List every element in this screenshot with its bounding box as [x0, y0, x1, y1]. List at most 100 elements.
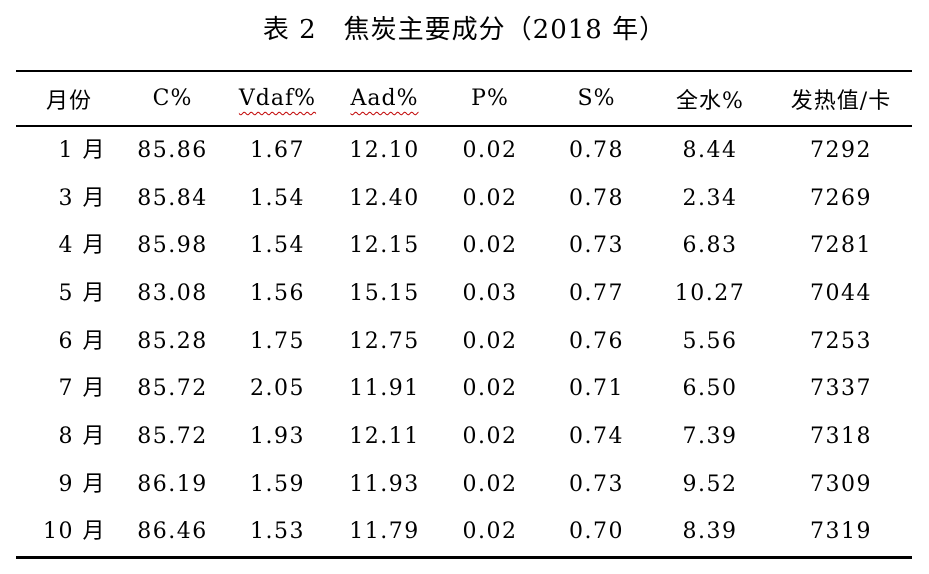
column-header-label: P% — [471, 86, 509, 111]
table-row: 1 月 85.86 1.67 12.10 0.02 0.78 8.44 7292 — [16, 126, 912, 175]
value-cell: 12.75 — [349, 328, 420, 354]
value-cell: 85.28 — [137, 328, 208, 354]
value-cell: 1.59 — [250, 471, 305, 497]
table-title: 表 2 焦炭主要成分（2018 年） — [262, 15, 667, 45]
column-header: 全水% — [650, 71, 770, 126]
column-header: S% — [543, 71, 650, 126]
value-cell: 0.70 — [569, 519, 624, 545]
value-cell: 0.78 — [569, 185, 624, 211]
value-cell: 11.91 — [349, 376, 420, 402]
value-cell: 1.67 — [250, 137, 305, 163]
value-cell: 85.84 — [137, 185, 208, 211]
value-cell: 0.74 — [569, 423, 624, 449]
value-cell: 7281 — [810, 233, 872, 259]
value-cell: 0.73 — [569, 471, 624, 497]
month-cell: 6 月 — [58, 328, 106, 354]
value-cell: 0.02 — [462, 423, 518, 449]
column-header-label: S% — [577, 86, 616, 111]
value-cell: 0.02 — [462, 471, 518, 497]
column-header-label: 月份 — [45, 88, 92, 114]
value-cell: 12.15 — [349, 233, 420, 259]
value-cell: 0.02 — [462, 137, 518, 163]
value-cell: 7044 — [810, 280, 872, 306]
value-cell: 5.56 — [682, 328, 738, 354]
value-cell: 0.78 — [569, 137, 624, 163]
value-cell: 7.39 — [682, 423, 738, 449]
value-cell: 85.72 — [137, 423, 208, 449]
value-cell: 1.75 — [250, 328, 305, 354]
value-cell: 12.40 — [349, 185, 420, 211]
value-cell: 0.77 — [569, 280, 624, 306]
column-header: Vdaf% — [223, 71, 332, 126]
table-row: 8 月 85.72 1.93 12.11 0.02 0.74 7.39 7318 — [16, 413, 912, 461]
value-cell: 85.86 — [137, 137, 208, 163]
value-cell: 7337 — [810, 376, 872, 402]
value-cell: 0.02 — [462, 328, 518, 354]
value-cell: 1.93 — [250, 423, 305, 449]
value-cell: 85.98 — [137, 233, 208, 259]
value-cell: 8.39 — [682, 519, 738, 545]
column-header-label: C% — [152, 86, 193, 111]
value-cell: 7292 — [810, 137, 872, 163]
value-cell: 0.03 — [462, 280, 518, 306]
value-cell: 7309 — [810, 471, 872, 497]
value-cell: 7269 — [810, 185, 872, 211]
value-cell: 8.44 — [682, 137, 738, 163]
month-cell: 1 月 — [58, 137, 106, 163]
month-cell: 3 月 — [58, 185, 106, 211]
value-cell: 0.02 — [462, 185, 518, 211]
value-cell: 7319 — [810, 519, 872, 545]
value-cell: 1.54 — [250, 233, 305, 259]
value-cell: 2.34 — [682, 185, 738, 211]
value-cell: 0.71 — [569, 376, 624, 402]
value-cell: 1.54 — [250, 185, 305, 211]
value-cell: 12.11 — [349, 423, 420, 449]
table-row: 10 月 86.46 1.53 11.79 0.02 0.70 8.39 7319 — [16, 509, 912, 558]
header-row: 月份 C% Vdaf% Aad% P% S% 全水% 发热值/卡 — [16, 71, 912, 126]
value-cell: 83.08 — [137, 280, 208, 306]
column-header: P% — [437, 71, 543, 126]
value-cell: 86.46 — [137, 519, 208, 545]
table-row: 9 月 86.19 1.59 11.93 0.02 0.73 9.52 7309 — [16, 461, 912, 509]
value-cell: 12.10 — [349, 137, 420, 163]
month-cell: 8 月 — [58, 423, 106, 449]
month-cell: 7 月 — [58, 376, 106, 402]
table-row: 6 月 85.28 1.75 12.75 0.02 0.76 5.56 7253 — [16, 318, 912, 366]
value-cell: 0.76 — [569, 328, 624, 354]
value-cell: 7253 — [810, 328, 872, 354]
table-row: 7 月 85.72 2.05 11.91 0.02 0.71 6.50 7337 — [16, 365, 912, 413]
value-cell: 0.02 — [462, 233, 518, 259]
column-header: 月份 — [16, 71, 122, 126]
value-cell: 7318 — [810, 423, 872, 449]
value-cell: 15.15 — [349, 280, 420, 306]
coke-composition-table: 月份 C% Vdaf% Aad% P% S% 全水% 发热值/卡 1 月 85.86 1.67 12… — [16, 70, 912, 560]
month-cell: 10 月 — [43, 519, 106, 545]
column-header-label: 发热值/卡 — [790, 88, 892, 114]
column-header: C% — [122, 71, 223, 126]
value-cell: 0.02 — [462, 376, 518, 402]
value-cell: 10.27 — [674, 280, 746, 306]
value-cell: 11.93 — [349, 471, 420, 497]
value-cell: 85.72 — [137, 376, 208, 402]
value-cell: 2.05 — [250, 376, 305, 402]
column-header-label: 全水% — [676, 88, 744, 114]
value-cell: 0.02 — [462, 519, 518, 545]
column-header-label: Vdaf% — [238, 86, 317, 111]
value-cell: 9.52 — [682, 471, 738, 497]
value-cell: 6.83 — [682, 233, 738, 259]
value-cell: 11.79 — [349, 519, 420, 545]
table-row: 5 月 83.08 1.56 15.15 0.03 0.77 10.27 7044 — [16, 270, 912, 318]
table-row: 3 月 85.84 1.54 12.40 0.02 0.78 2.34 7269 — [16, 175, 912, 223]
value-cell: 86.19 — [137, 471, 208, 497]
value-cell: 6.50 — [682, 376, 738, 402]
column-header: 发热值/卡 — [770, 71, 912, 126]
month-cell: 5 月 — [58, 280, 106, 306]
value-cell: 0.73 — [569, 233, 624, 259]
value-cell: 1.53 — [250, 519, 305, 545]
month-cell: 4 月 — [58, 233, 106, 259]
table-body: 1 月 85.86 1.67 12.10 0.02 0.78 8.44 7292 3 月 85.8… — [16, 126, 912, 558]
column-header: Aad% — [332, 71, 437, 126]
month-cell: 9 月 — [58, 471, 106, 497]
value-cell: 1.56 — [250, 280, 305, 306]
